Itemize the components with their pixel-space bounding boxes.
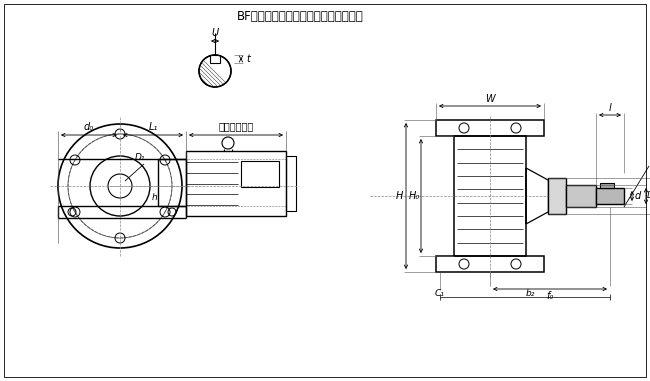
Bar (548, 178, 566, 214)
Bar (436, 256, 544, 272)
Text: W: W (485, 94, 495, 104)
Text: D₁: D₁ (135, 154, 145, 163)
Bar (596, 188, 624, 204)
Text: 见电机尺寸表: 见电机尺寸表 (218, 121, 254, 131)
Text: t: t (246, 54, 250, 64)
Text: b₂: b₂ (525, 290, 535, 298)
Bar (158, 159, 186, 206)
Text: h: h (152, 194, 158, 202)
Bar (186, 151, 286, 216)
Text: f₀: f₀ (547, 291, 554, 301)
Text: H: H (395, 191, 403, 201)
Bar (241, 161, 279, 187)
Text: d₀: d₀ (84, 122, 94, 132)
Text: U: U (211, 28, 218, 38)
Text: d: d (635, 191, 641, 201)
Bar (286, 156, 296, 211)
Text: l: l (608, 103, 612, 113)
Text: L₁: L₁ (148, 122, 157, 132)
Bar (436, 120, 544, 136)
Bar (600, 183, 614, 188)
Text: H₀: H₀ (408, 191, 420, 201)
Text: D₁: D₁ (647, 192, 650, 200)
Bar (566, 185, 596, 207)
Bar (210, 55, 220, 63)
Text: BF型－法兰安装斜齿轮－伞齿轮减速机: BF型－法兰安装斜齿轮－伞齿轮减速机 (237, 10, 363, 23)
Circle shape (199, 55, 231, 87)
Bar (454, 136, 526, 256)
Text: C₁: C₁ (435, 290, 445, 298)
